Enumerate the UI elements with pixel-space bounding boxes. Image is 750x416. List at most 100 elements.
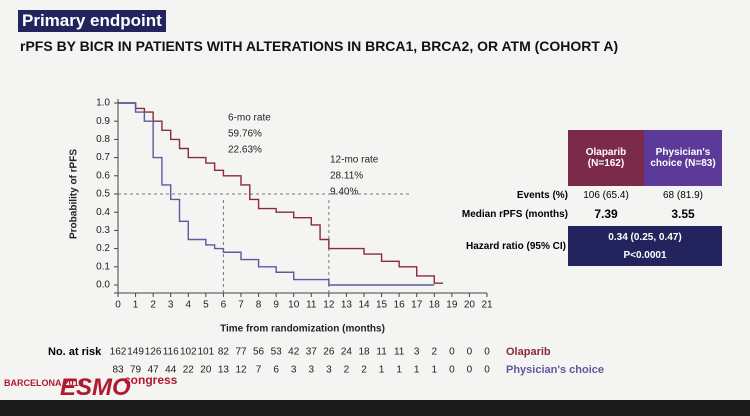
risk-count: 20	[200, 365, 212, 376]
slide: Primary endpoint rPFS BY BICR IN PATIENT…	[0, 0, 750, 401]
x-tick-label: 18	[429, 300, 441, 311]
risk-count: 79	[130, 365, 142, 376]
cell: 68 (81.9)	[662, 189, 704, 201]
risk-count: 3	[291, 365, 297, 376]
y-tick-label: 0.8	[96, 134, 110, 145]
cell: 0.34 (0.25, 0.47)	[608, 231, 682, 243]
x-tick-label: 6	[221, 300, 227, 311]
risk-count: 0	[484, 347, 490, 358]
y-tick-label: 0.9	[96, 116, 110, 127]
risk-count: 24	[341, 347, 353, 358]
survival-curve	[118, 102, 435, 286]
y-tick-label: 0.3	[96, 225, 110, 236]
risk-count: 1	[414, 365, 420, 376]
x-tick-label: 21	[481, 300, 493, 311]
risk-row-name: Olaparib	[506, 346, 551, 358]
x-tick-label: 8	[256, 300, 262, 311]
risk-count: 149	[127, 347, 144, 358]
risk-count: 56	[253, 347, 265, 358]
risk-count: 47	[148, 365, 160, 376]
x-tick-label: 3	[168, 300, 174, 311]
annotation: 28.11%	[330, 171, 363, 182]
y-tick-label: 0.2	[96, 243, 110, 254]
risk-count: 2	[432, 347, 438, 358]
risk-count: 7	[256, 365, 262, 376]
logo-brand: ESMO	[60, 374, 131, 401]
risk-count: 0	[484, 365, 490, 376]
annotation: 59.76%	[228, 129, 262, 140]
logo-city: BARCELONA 2019	[4, 378, 84, 388]
y-tick-label: 1.0	[96, 98, 110, 109]
risk-count: 1	[396, 365, 402, 376]
title: rPFS BY BICR IN PATIENTS WITH ALTERATION…	[20, 38, 619, 54]
cell: P<0.0001	[623, 249, 667, 261]
annotation: 22.63%	[228, 145, 262, 156]
risk-count: 3	[326, 365, 332, 376]
risk-count: 0	[449, 347, 455, 358]
risk-count: 53	[271, 347, 283, 358]
risk-count: 102	[180, 347, 197, 358]
risk-count: 6	[273, 365, 279, 376]
risk-count: 11	[394, 347, 405, 358]
x-tick-label: 11	[306, 300, 317, 311]
x-tick-label: 19	[446, 300, 458, 311]
risk-count: 2	[361, 365, 367, 376]
risk-count: 126	[145, 347, 162, 358]
x-tick-label: 14	[358, 300, 370, 311]
y-tick-label: 0.4	[96, 207, 110, 218]
risk-count: 44	[165, 365, 177, 376]
x-tick-label: 20	[464, 300, 476, 311]
x-axis-label: Time from randomization (months)	[220, 324, 385, 335]
risk-count: 42	[288, 347, 300, 358]
y-tick-label: 0.7	[96, 152, 110, 163]
risk-count: 162	[110, 347, 127, 358]
x-tick-label: 17	[411, 300, 423, 311]
x-tick-label: 0	[115, 300, 121, 311]
x-tick-label: 5	[203, 300, 209, 311]
risk-count: 2	[344, 365, 350, 376]
x-tick-label: 7	[238, 300, 244, 311]
annotation: 6-mo rate	[228, 113, 271, 124]
risk-count: 1	[379, 365, 385, 376]
risk-count: 77	[235, 347, 247, 358]
risk-count: 1	[432, 365, 438, 376]
cell: 3.55	[671, 207, 695, 221]
risk-count: 83	[112, 365, 124, 376]
risk-count: 116	[163, 347, 179, 358]
risk-count: 0	[449, 365, 455, 376]
row-label: Median rPFS (months)	[461, 208, 568, 220]
header-cell: Physician's choice (N=83)	[644, 130, 722, 186]
risk-count: 12	[235, 365, 247, 376]
x-tick-label: 16	[394, 300, 406, 311]
header-cell: Olaparib (N=162)	[568, 130, 644, 186]
x-tick-label: 15	[376, 300, 388, 311]
x-tick-label: 9	[273, 300, 279, 311]
y-tick-label: 0.1	[96, 261, 110, 272]
y-tick-label: 0.5	[96, 189, 110, 200]
hazard-box	[568, 226, 722, 266]
risk-count: 13	[218, 365, 230, 376]
row-label: Hazard ratio (95% CI)	[465, 240, 566, 252]
risk-count: 3	[309, 365, 315, 376]
header: Primary endpoint	[18, 10, 166, 32]
chart: 0.00.10.20.30.40.50.60.70.80.91.00 1 2 3 4 5 6…	[69, 98, 493, 376]
x-tick-label: 2	[150, 300, 156, 311]
risk-row-name: Physician's choice	[506, 364, 604, 376]
risk-count: 11	[376, 347, 387, 358]
x-tick-label: 12	[323, 300, 335, 311]
risk-count: 22	[183, 365, 195, 376]
row-label: Events (%)	[516, 189, 568, 201]
y-tick-label: 0.0	[96, 280, 110, 291]
risk-count: 26	[323, 347, 335, 358]
x-tick-label: 10	[288, 300, 300, 311]
x-tick-label: 1	[133, 300, 139, 311]
risk-count: 82	[218, 347, 230, 358]
y-axis-label: Probability of rPFS	[69, 149, 80, 239]
cell: 7.39	[594, 207, 618, 221]
y-tick-label: 0.6	[96, 170, 110, 181]
x-tick-label: 13	[341, 300, 353, 311]
risk-count: 18	[358, 347, 370, 358]
annotation: 12-mo rate	[330, 155, 379, 166]
risk-count: 0	[467, 347, 473, 358]
